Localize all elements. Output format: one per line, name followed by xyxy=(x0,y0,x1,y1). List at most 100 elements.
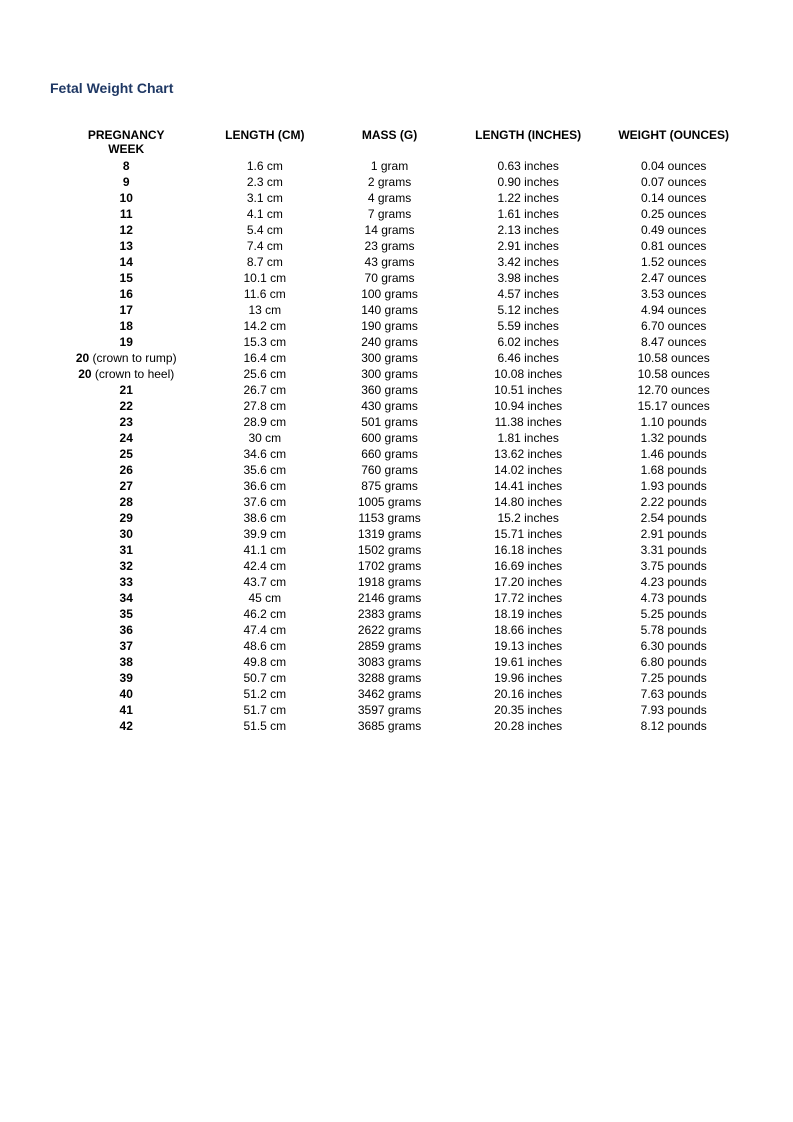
cell-length-in: 4.57 inches xyxy=(452,286,604,302)
cell-length-in: 6.46 inches xyxy=(452,350,604,366)
cell-weight: 7.63 pounds xyxy=(604,686,743,702)
cell-length-in: 20.16 inches xyxy=(452,686,604,702)
table-row: 2938.6 cm1153 grams15.2 inches2.54 pound… xyxy=(50,510,743,526)
cell-weight: 8.12 pounds xyxy=(604,718,743,734)
cell-week: 30 xyxy=(50,526,202,542)
cell-week: 31 xyxy=(50,542,202,558)
cell-length-cm: 42.4 cm xyxy=(202,558,327,574)
week-number: 30 xyxy=(120,527,133,541)
cell-length-in: 19.61 inches xyxy=(452,654,604,670)
table-row: 3546.2 cm2383 grams18.19 inches5.25 poun… xyxy=(50,606,743,622)
week-number: 21 xyxy=(120,383,133,397)
week-number: 33 xyxy=(120,575,133,589)
cell-length-cm: 5.4 cm xyxy=(202,222,327,238)
table-row: 3950.7 cm3288 grams19.96 inches7.25 poun… xyxy=(50,670,743,686)
cell-week: 37 xyxy=(50,638,202,654)
cell-weight: 1.68 pounds xyxy=(604,462,743,478)
cell-week: 26 xyxy=(50,462,202,478)
week-number: 14 xyxy=(120,255,133,269)
cell-length-cm: 28.9 cm xyxy=(202,414,327,430)
cell-weight: 8.47 ounces xyxy=(604,334,743,350)
cell-length-in: 3.98 inches xyxy=(452,270,604,286)
cell-weight: 0.25 ounces xyxy=(604,206,743,222)
cell-week: 20 (crown to heel) xyxy=(50,366,202,382)
cell-weight: 7.25 pounds xyxy=(604,670,743,686)
week-number: 24 xyxy=(120,431,133,445)
cell-length-cm: 30 cm xyxy=(202,430,327,446)
cell-length-cm: 11.6 cm xyxy=(202,286,327,302)
cell-week: 18 xyxy=(50,318,202,334)
cell-mass-g: 3288 grams xyxy=(327,670,452,686)
cell-week: 22 xyxy=(50,398,202,414)
cell-mass-g: 1702 grams xyxy=(327,558,452,574)
cell-mass-g: 43 grams xyxy=(327,254,452,270)
cell-week: 40 xyxy=(50,686,202,702)
cell-week: 32 xyxy=(50,558,202,574)
cell-mass-g: 300 grams xyxy=(327,366,452,382)
cell-length-in: 19.13 inches xyxy=(452,638,604,654)
cell-mass-g: 875 grams xyxy=(327,478,452,494)
cell-mass-g: 2383 grams xyxy=(327,606,452,622)
page-title: Fetal Weight Chart xyxy=(50,80,743,96)
week-number: 26 xyxy=(120,463,133,477)
cell-week: 25 xyxy=(50,446,202,462)
cell-mass-g: 3083 grams xyxy=(327,654,452,670)
cell-mass-g: 1319 grams xyxy=(327,526,452,542)
week-number: 34 xyxy=(120,591,133,605)
cell-week: 28 xyxy=(50,494,202,510)
cell-week: 33 xyxy=(50,574,202,590)
cell-mass-g: 23 grams xyxy=(327,238,452,254)
cell-length-in: 20.35 inches xyxy=(452,702,604,718)
cell-length-cm: 27.8 cm xyxy=(202,398,327,414)
cell-length-in: 18.19 inches xyxy=(452,606,604,622)
cell-length-cm: 7.4 cm xyxy=(202,238,327,254)
cell-week: 35 xyxy=(50,606,202,622)
week-number: 25 xyxy=(120,447,133,461)
cell-length-cm: 38.6 cm xyxy=(202,510,327,526)
cell-length-cm: 10.1 cm xyxy=(202,270,327,286)
cell-length-cm: 49.8 cm xyxy=(202,654,327,670)
col-header-length-in: LENGTH (INCHES) xyxy=(452,126,604,158)
table-row: 125.4 cm14 grams2.13 inches0.49 ounces xyxy=(50,222,743,238)
cell-mass-g: 7 grams xyxy=(327,206,452,222)
cell-mass-g: 190 grams xyxy=(327,318,452,334)
cell-week: 24 xyxy=(50,430,202,446)
cell-weight: 2.22 pounds xyxy=(604,494,743,510)
cell-week: 11 xyxy=(50,206,202,222)
cell-length-in: 15.2 inches xyxy=(452,510,604,526)
cell-mass-g: 100 grams xyxy=(327,286,452,302)
week-number: 16 xyxy=(120,287,133,301)
cell-length-cm: 51.2 cm xyxy=(202,686,327,702)
week-note: (crown to rump) xyxy=(89,351,176,365)
table-head: PREGNANCYWEEK LENGTH (CM) MASS (G) LENGT… xyxy=(50,126,743,158)
week-number: 13 xyxy=(120,239,133,253)
week-number: 20 xyxy=(78,367,91,381)
cell-mass-g: 501 grams xyxy=(327,414,452,430)
cell-length-in: 10.51 inches xyxy=(452,382,604,398)
cell-weight: 1.10 pounds xyxy=(604,414,743,430)
cell-weight: 2.54 pounds xyxy=(604,510,743,526)
week-number: 8 xyxy=(123,159,130,173)
week-number: 39 xyxy=(120,671,133,685)
cell-length-cm: 48.6 cm xyxy=(202,638,327,654)
cell-weight: 3.31 pounds xyxy=(604,542,743,558)
cell-mass-g: 760 grams xyxy=(327,462,452,478)
table-row: 20 (crown to heel)25.6 cm300 grams10.08 … xyxy=(50,366,743,382)
table-row: 4151.7 cm3597 grams20.35 inches7.93 poun… xyxy=(50,702,743,718)
cell-length-in: 20.28 inches xyxy=(452,718,604,734)
cell-length-cm: 47.4 cm xyxy=(202,622,327,638)
cell-week: 41 xyxy=(50,702,202,718)
cell-length-in: 14.80 inches xyxy=(452,494,604,510)
table-row: 1713 cm140 grams5.12 inches4.94 ounces xyxy=(50,302,743,318)
cell-weight: 3.53 ounces xyxy=(604,286,743,302)
cell-mass-g: 1918 grams xyxy=(327,574,452,590)
cell-length-cm: 51.5 cm xyxy=(202,718,327,734)
cell-week: 39 xyxy=(50,670,202,686)
col-header-weight-oz: WEIGHT (OUNCES) xyxy=(604,126,743,158)
table-row: 20 (crown to rump)16.4 cm300 grams6.46 i… xyxy=(50,350,743,366)
cell-length-in: 0.63 inches xyxy=(452,158,604,174)
cell-mass-g: 600 grams xyxy=(327,430,452,446)
cell-mass-g: 2622 grams xyxy=(327,622,452,638)
col-header-mass-g: MASS (G) xyxy=(327,126,452,158)
cell-length-in: 17.72 inches xyxy=(452,590,604,606)
